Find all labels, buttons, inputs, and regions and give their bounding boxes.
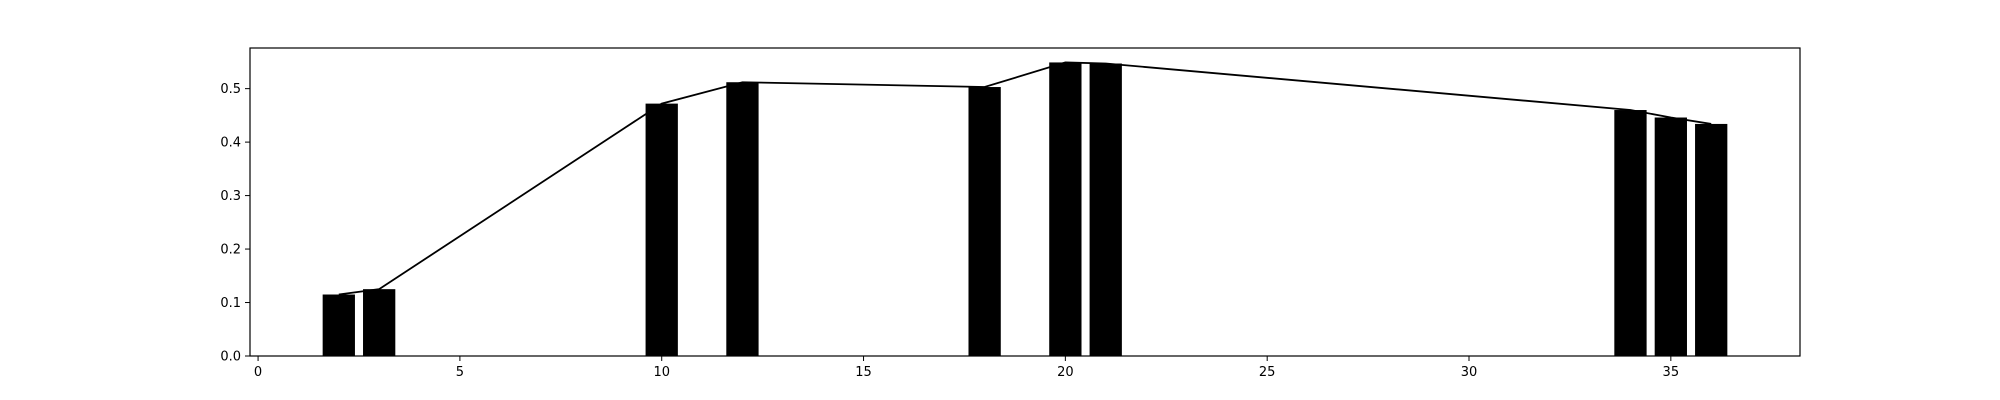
bar (1695, 123, 1728, 356)
bar (1049, 62, 1082, 356)
bar (645, 103, 678, 356)
x-tick-label: 15 (855, 365, 872, 380)
line-series (338, 61, 1712, 296)
x-tick-label: 30 (1461, 365, 1478, 380)
bar (322, 294, 355, 356)
y-tick-label: 0.4 (220, 136, 241, 151)
bar (968, 87, 1001, 356)
bar (1089, 63, 1122, 356)
x-tick-label: 5 (456, 365, 464, 380)
bar (1614, 110, 1647, 357)
bar (726, 82, 759, 356)
x-tick-label: 25 (1259, 365, 1276, 380)
bar (1654, 117, 1687, 356)
y-tick-label: 0.3 (220, 189, 241, 204)
y-tick-label: 0.5 (220, 82, 241, 97)
line-path (338, 61, 1712, 296)
plot-area-frame (249, 47, 1801, 357)
x-tick-label: 0 (254, 365, 262, 380)
y-axis: 0.0 0.1 0.2 0.3 0.4 0.5 (220, 82, 250, 365)
x-axis: 0 5 10 15 20 25 30 35 (254, 356, 1679, 380)
bar (363, 289, 396, 356)
x-tick-label: 20 (1057, 365, 1074, 380)
bar-series (322, 62, 1728, 357)
x-tick-label: 10 (653, 365, 670, 380)
y-tick-label: 0.0 (220, 350, 241, 365)
y-tick-label: 0.2 (220, 243, 241, 258)
x-tick-label: 35 (1663, 365, 1680, 380)
y-tick-label: 0.1 (220, 296, 241, 311)
